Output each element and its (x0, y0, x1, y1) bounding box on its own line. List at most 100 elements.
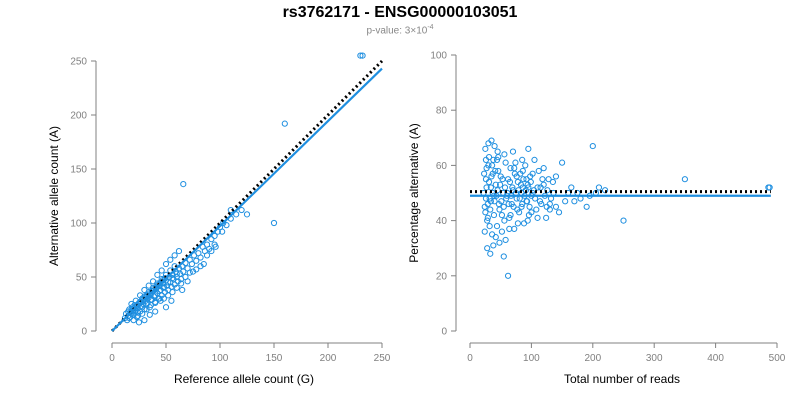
panel2-data-point (489, 231, 496, 238)
panel2-data-point (484, 214, 491, 221)
panel1-data-point (203, 252, 211, 259)
panel2-y-tick-label: 0 (441, 327, 447, 338)
panel2-data-point (489, 170, 496, 177)
panel1-y-tick-label: 250 (70, 57, 87, 68)
panel1-data-point (167, 256, 174, 263)
panel1-data-point (134, 309, 142, 316)
panel2-data-point (514, 206, 521, 213)
panel2-data-point (489, 162, 496, 169)
panel2-data-point (540, 165, 547, 172)
panel1-data-point (208, 247, 215, 255)
panel1-data-point (152, 299, 159, 307)
panel2-data-point (552, 203, 560, 210)
panel1-data-point (197, 263, 204, 270)
panel1-data-point (186, 269, 193, 276)
panel2-data-point (513, 173, 520, 180)
panel2-data-point (559, 159, 566, 166)
panel1-data-point (270, 219, 278, 227)
panel2-data-point (500, 203, 507, 210)
panel2-data-point (519, 200, 526, 208)
panel1-x-tick-label: 150 (266, 353, 283, 364)
panel1-data-point (188, 260, 196, 268)
panel1-data-point (179, 286, 186, 294)
panel2-y-tick-label: 40 (436, 216, 448, 227)
panel2-data-point (487, 206, 494, 213)
panel2-data-point (520, 176, 527, 183)
panel2-data-point (493, 223, 501, 230)
panel2-data-point (487, 250, 494, 257)
panel2-x-tick-label: 0 (467, 353, 473, 364)
panel1-data-point (143, 300, 150, 308)
panel1-data-point (178, 280, 185, 287)
panel2-data-point (544, 187, 551, 194)
panel2-data-point (545, 176, 552, 183)
panel2-data-point (485, 178, 493, 186)
panel1-data-point (156, 287, 163, 295)
panel2-y-tick-label: 60 (436, 161, 448, 172)
panel2-data-point (501, 184, 509, 191)
panel2-data-point (552, 173, 560, 180)
panel2-data-point (543, 214, 550, 221)
panel1-data-point (132, 304, 139, 311)
panel1-data-point (135, 319, 143, 326)
panel1-data-point (157, 297, 164, 304)
panel2-y-axis-label: Percentage alternative (A) (407, 123, 421, 262)
panel1-data-point (223, 222, 230, 229)
panel2-data-point (501, 217, 508, 224)
panel2-data-point (589, 142, 596, 150)
panel1-data-point (219, 228, 226, 235)
panel1-data-point (141, 317, 148, 324)
panel1-y-tick-label: 50 (76, 273, 88, 284)
panel2-data-point (534, 214, 541, 221)
panel2-data-point (539, 176, 546, 183)
panel2-data-point (485, 154, 493, 161)
panel1-data-point (173, 270, 180, 277)
panel2-data-point (555, 209, 563, 216)
panel2-data-point (511, 165, 518, 172)
panel1-data-point (133, 313, 140, 321)
panel1-data-point (182, 273, 189, 281)
p-value-text: p-value: 3×10 (366, 25, 428, 37)
panel2-data-point (484, 245, 491, 252)
panel1-data-point (180, 181, 187, 188)
panel2-data-point (681, 176, 689, 183)
panel2-data-point (490, 156, 497, 163)
panel2-x-tick-label: 300 (646, 353, 663, 364)
panel1-data-point (152, 308, 159, 315)
panel2-data-point (501, 151, 508, 158)
panel1-y-tick-label: 0 (81, 327, 87, 338)
panel1-data-point (197, 254, 204, 261)
panel2-data-point (520, 220, 528, 227)
panel2-data-point (502, 159, 509, 166)
panel2-x-tick-label: 500 (769, 353, 786, 364)
panel1-data-point (165, 279, 172, 286)
panel2-y-tick-label: 80 (436, 106, 448, 117)
panel2-data-point (526, 203, 533, 210)
panel2-data-point (506, 178, 514, 186)
panel2-x-tick-label: 100 (523, 353, 540, 364)
panel2-data-point (533, 206, 540, 213)
panel2-data-point (507, 211, 514, 219)
panel1-data-point (160, 283, 167, 290)
panel1-data-point (171, 252, 178, 259)
panel2-data-point (517, 181, 525, 188)
panel2-data-point (496, 239, 503, 246)
panel1-data-point (238, 206, 245, 214)
panel2-data-point (483, 184, 490, 191)
panel1-data-point (152, 292, 159, 299)
panel1-data-point (162, 260, 170, 268)
panel2-data-point (496, 181, 504, 188)
panel2-data-point (498, 228, 506, 235)
panel2-data-point (506, 225, 513, 232)
panel2-x-tick-label: 200 (584, 353, 601, 364)
panel1-data-point (168, 297, 175, 304)
panel2-data-point (562, 198, 569, 205)
panel2-data-point (595, 184, 603, 191)
panel2-data-point (535, 167, 542, 175)
panel2-data-point (499, 176, 506, 183)
panel1-data-point (154, 271, 161, 278)
panel1-y-tick-label: 150 (70, 165, 87, 176)
panel2-data-point (504, 272, 512, 279)
panel1-data-point (208, 236, 215, 243)
